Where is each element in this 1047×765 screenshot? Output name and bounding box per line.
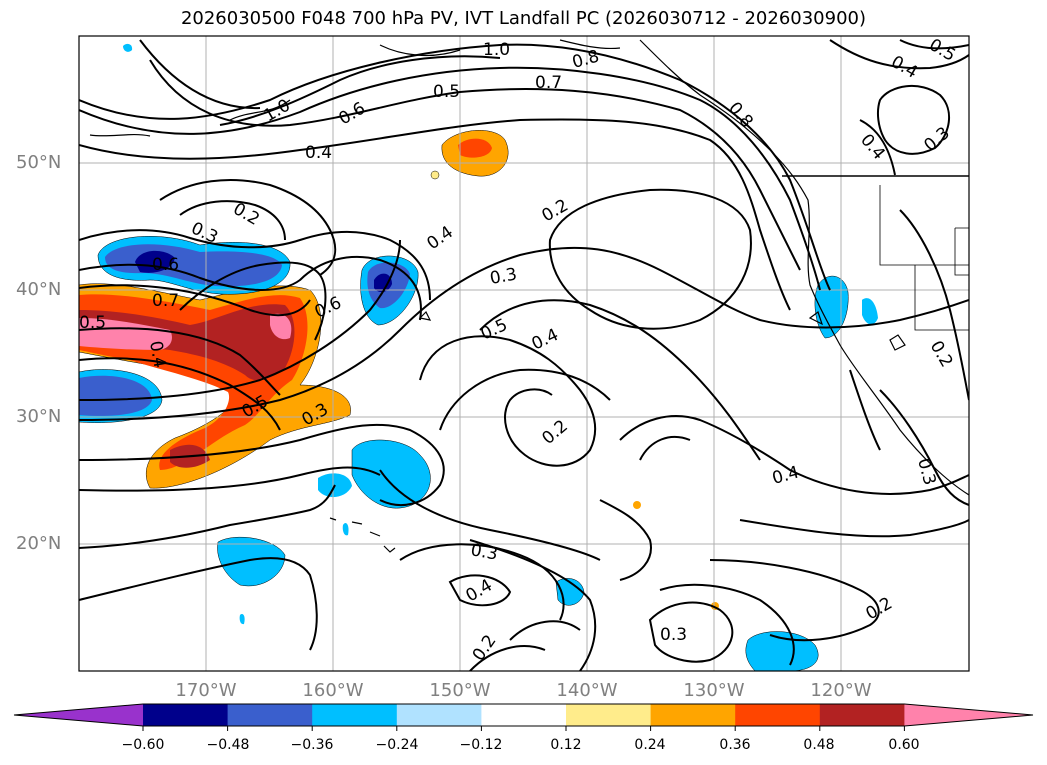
contour-label: 0.5 [79,313,106,333]
colorbar-swatch [227,704,313,726]
positive-anomaly-peak [270,313,292,340]
colorbar-tick-label: 0.12 [550,737,582,753]
colorbar-tick-label: 0.48 [803,737,835,753]
colorbar-swatch [735,704,821,726]
colorbar-swatch [819,704,905,726]
negative-anomaly-peak [374,273,392,293]
negative-anomaly-region [342,523,349,536]
colorbar-tick-label: −0.24 [375,737,419,753]
colorbar-tick-label: −0.12 [459,737,503,753]
contour-label: 0.3 [488,265,518,289]
colorbar-swatch [481,704,567,726]
filled-anomaly-regions [79,43,878,671]
negative-anomaly-region [123,43,133,52]
lon-label-160w: 160°W [302,680,364,701]
positive-anomaly-dot [633,501,641,509]
colorbar-tick-label: 0.60 [888,737,920,753]
colorbar-swatch [396,704,482,726]
colorbar-tick-label: −0.36 [290,737,334,753]
lat-label-50n: 50°N [16,152,62,173]
colorbar-extend-low [14,704,143,726]
negative-anomaly-region [217,536,286,587]
negative-anomaly-region [351,439,431,509]
colorbar-extend-high [904,704,1033,726]
graticule [79,36,969,671]
lon-label-150w: 150°W [429,680,491,701]
positive-anomaly-dot [430,170,440,180]
negative-anomaly-region [239,614,245,625]
positive-anomaly-peak [79,318,172,350]
contour-label: 0.7 [535,73,562,93]
colorbar-swatch [566,704,652,726]
contour-label: 0.3 [469,540,499,564]
contour-label: 0.6 [152,255,179,275]
pv-contours [79,39,969,671]
map-frame [78,35,970,672]
negative-anomaly-region [862,298,878,325]
colorbar-tick-label: 0.36 [719,737,751,753]
contour-label: 0.4 [145,339,169,369]
contour-label: 0.4 [305,143,332,163]
contour-label: 0.7 [152,291,179,311]
colorbar-tick-label: −0.60 [121,737,165,753]
colorbar-swatch [143,704,229,726]
lon-label-140w: 140°W [556,680,618,701]
lon-label-120w: 120°W [810,680,872,701]
lon-label-170w: 170°W [175,680,237,701]
contour-label: 1.0 [483,40,510,60]
contour-label: 0.3 [660,625,687,645]
positive-anomaly-core [458,138,492,158]
negative-anomaly-core [79,375,152,416]
map-title: 2026030500 F048 700 hPa PV, IVT Landfall… [180,8,867,29]
colorbar-tick-label: 0.24 [634,737,666,753]
negative-anomaly-region [814,275,849,339]
lon-label-130w: 130°W [683,680,745,701]
contour-label: 0.5 [433,82,460,102]
lat-label-40n: 40°N [16,279,62,300]
colorbar-swatch [312,704,398,726]
colorbar-tick-label: −0.48 [206,737,250,753]
colorbar-swatch [650,704,736,726]
negative-anomaly-region [745,631,819,671]
colorbar [13,703,1034,731]
lat-label-30n: 30°N [16,406,62,427]
lat-label-20n: 20°N [16,533,62,554]
